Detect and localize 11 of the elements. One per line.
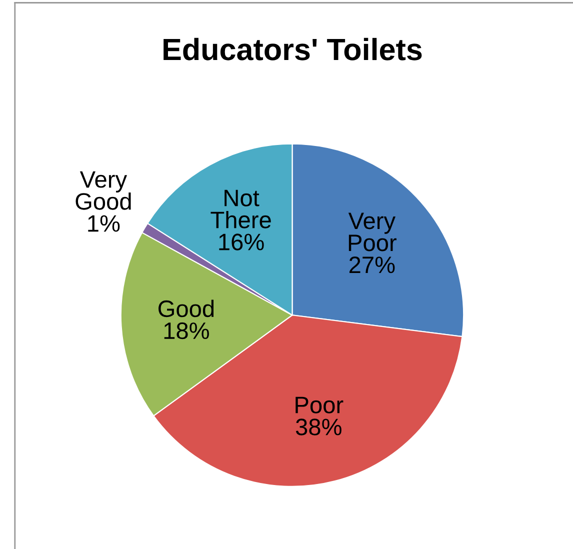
slice-label: Good	[158, 300, 214, 318]
data-label: 1%	[88, 215, 120, 232]
slice-label: Very Poor	[348, 212, 396, 252]
slice-label: Very Good	[76, 171, 131, 210]
data-label: 38%	[296, 418, 342, 436]
data-label: 16%	[219, 234, 264, 250]
chart-title: Educators' Toilets	[164, 38, 422, 60]
slice-label: Poor	[296, 396, 344, 414]
data-label: 27%	[349, 256, 395, 274]
data-label: 18%	[164, 322, 209, 340]
slice-label: Not There	[210, 190, 271, 228]
